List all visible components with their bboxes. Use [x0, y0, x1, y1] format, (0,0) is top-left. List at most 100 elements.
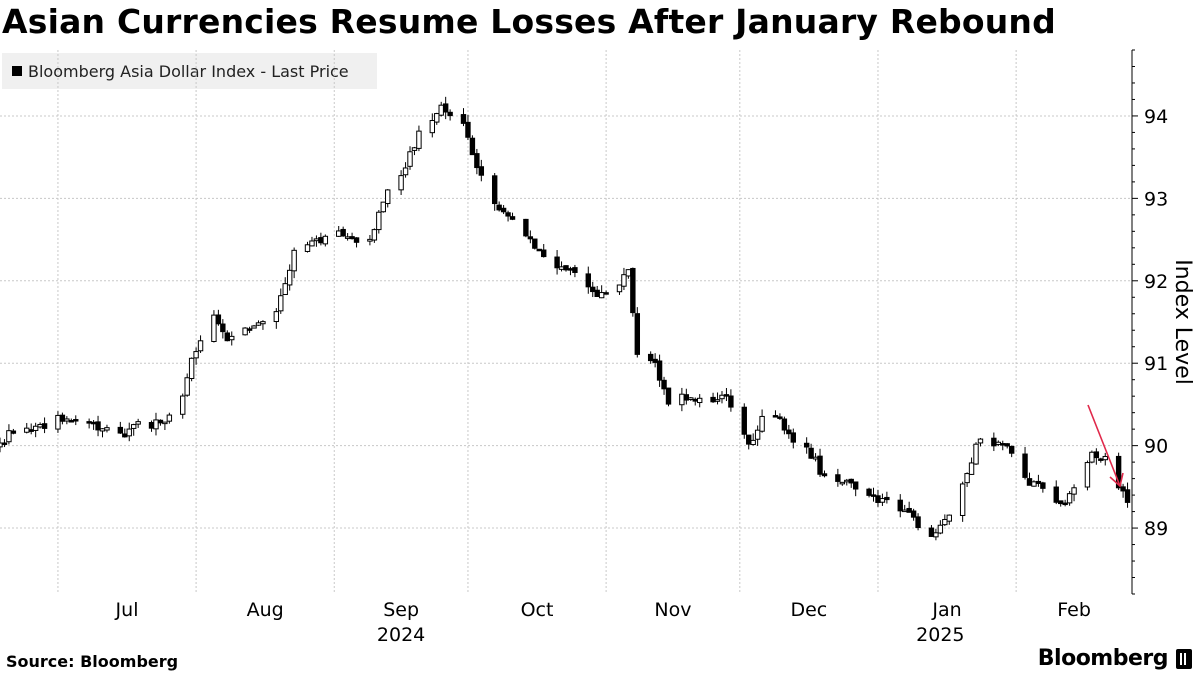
candle-up	[839, 481, 846, 485]
candle-down	[1040, 482, 1046, 489]
candle-down	[790, 432, 796, 443]
candle-up	[282, 283, 288, 296]
candle-up	[946, 514, 952, 522]
candle-down	[527, 236, 534, 240]
candle-up	[402, 167, 409, 176]
candle-down	[866, 488, 872, 496]
candle-down	[563, 265, 569, 271]
candle-up	[193, 351, 199, 359]
candle-up	[679, 393, 685, 406]
candle-up	[937, 524, 944, 534]
candle-down	[353, 237, 360, 243]
legend-swatch	[12, 66, 22, 76]
candle-down	[122, 433, 128, 438]
candle-up	[211, 314, 217, 342]
candle-down	[491, 175, 498, 205]
candle-down	[915, 516, 921, 529]
candle-down	[803, 442, 810, 448]
candle-down	[723, 394, 730, 397]
candle-down	[95, 421, 101, 431]
candle-up	[180, 395, 186, 415]
x-tick-label: Aug	[247, 599, 284, 621]
candle-down	[928, 527, 935, 537]
candle-down	[90, 421, 97, 425]
candle-up	[719, 394, 725, 400]
candle-down	[1008, 445, 1015, 454]
candle-up	[416, 130, 422, 149]
candle-up	[380, 201, 386, 213]
candle-up	[344, 236, 351, 239]
candle-down	[897, 499, 903, 512]
candle-up	[1031, 481, 1037, 487]
candle-down	[781, 418, 788, 431]
candle-up	[1071, 487, 1077, 495]
candle-down	[509, 216, 516, 220]
legend: Bloomberg Asia Dollar Index - Last Price	[2, 53, 377, 89]
x-tick-label: Nov	[654, 599, 691, 621]
candle-down	[1098, 458, 1104, 461]
candle-down	[224, 332, 230, 342]
candle-up	[598, 292, 605, 299]
year-label: 2025	[916, 624, 964, 646]
candle-down	[1, 442, 8, 445]
candle-down	[28, 429, 34, 432]
candle-down	[541, 249, 547, 258]
candle-up	[1089, 451, 1095, 463]
candle-up	[844, 479, 850, 483]
candle-up	[434, 113, 440, 123]
candle-up	[135, 421, 141, 425]
candle-down	[906, 507, 912, 513]
candle-down	[741, 406, 747, 435]
candle-up	[260, 321, 266, 325]
candle-down	[728, 395, 734, 408]
candle-up	[291, 249, 297, 272]
y-axis-label: Index Level	[1170, 259, 1195, 385]
candle-up	[697, 397, 703, 404]
candle-down	[1026, 478, 1033, 486]
source-note: Source: Bloomberg	[6, 652, 179, 671]
candle-down	[808, 447, 814, 459]
candle-down	[585, 273, 591, 288]
annotation-arrowhead	[1109, 472, 1124, 488]
candle-up	[959, 483, 966, 516]
candle-down	[500, 207, 507, 213]
candle-up	[126, 428, 132, 437]
candle-up	[759, 415, 765, 432]
candle-up	[1066, 493, 1073, 504]
candle-up	[558, 266, 565, 270]
candle-up	[153, 419, 159, 430]
candle-up	[977, 438, 984, 444]
y-tick-label: 92	[1144, 271, 1168, 293]
candle-down	[246, 328, 253, 331]
candle-up	[1102, 455, 1108, 461]
candle-up	[104, 427, 110, 431]
candle-down	[746, 434, 752, 445]
candle-up	[251, 325, 257, 329]
candle-down	[991, 437, 997, 447]
candle-up	[162, 421, 168, 425]
candle-down	[665, 387, 672, 405]
candle-down	[1062, 502, 1068, 506]
candle-up	[229, 335, 235, 341]
candle-up	[242, 327, 248, 336]
candle-down	[870, 494, 877, 497]
candle-down	[1035, 480, 1042, 484]
candle-down	[835, 474, 841, 482]
candle-up	[616, 284, 623, 293]
candle-up	[1084, 462, 1091, 488]
y-tick-label: 94	[1144, 106, 1168, 128]
candle-down	[474, 153, 480, 169]
candle-down	[505, 212, 511, 217]
x-tick-label: Jan	[931, 599, 961, 621]
candle-up	[625, 269, 632, 277]
candle-down	[86, 421, 92, 424]
candle-up	[376, 211, 382, 231]
candle-up	[309, 240, 315, 247]
candle-down	[148, 422, 155, 429]
year-label: 2024	[377, 624, 425, 646]
candle-up	[438, 104, 444, 116]
candle-down	[647, 353, 654, 362]
candle-up	[64, 418, 70, 422]
x-tick-label: Dec	[790, 599, 827, 621]
